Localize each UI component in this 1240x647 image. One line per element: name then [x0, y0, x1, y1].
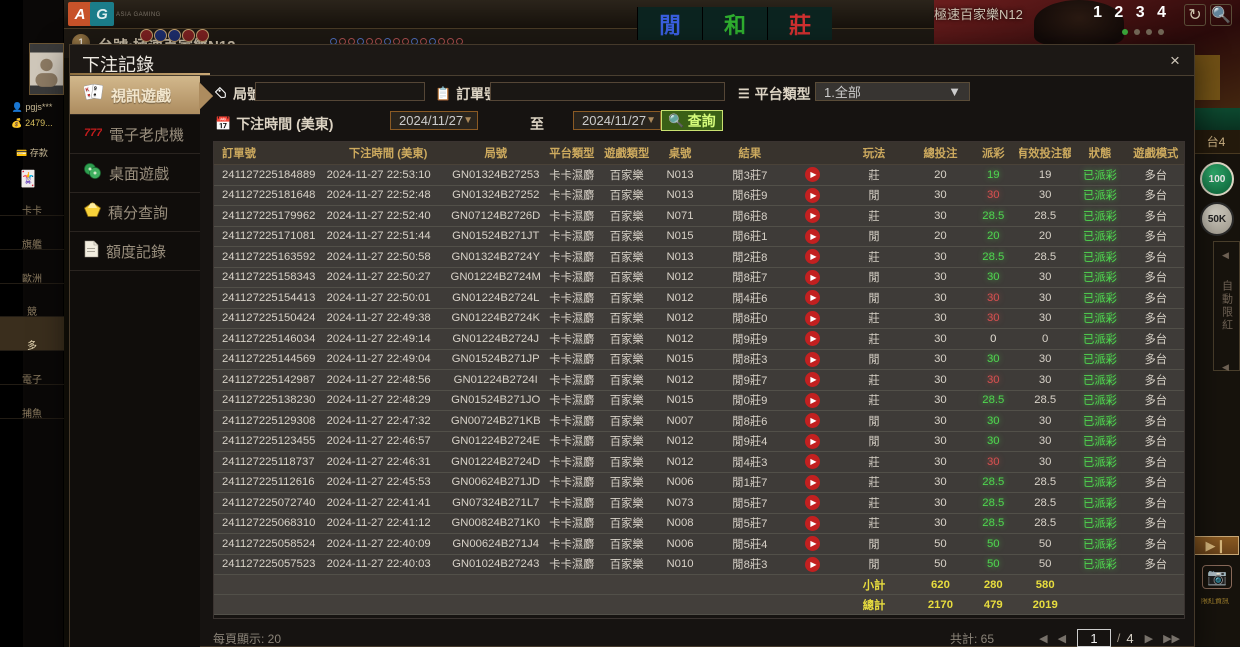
svg-text:777: 777	[84, 127, 102, 139]
